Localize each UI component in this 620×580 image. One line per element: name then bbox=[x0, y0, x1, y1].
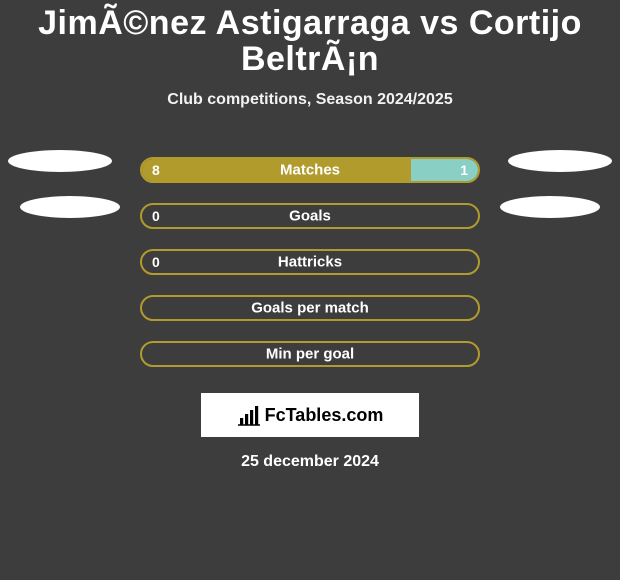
date-text: 25 december 2024 bbox=[0, 453, 620, 471]
stats-rows: 81Matches 0Goals 0Hattricks Goals per match… bbox=[0, 147, 620, 377]
comparison-infographic: JimÃ©nez Astigarraga vs Cortijo BeltrÃ¡n… bbox=[0, 0, 620, 580]
logo-text: FcTables.com bbox=[265, 405, 384, 426]
stat-bar: Min per goal bbox=[140, 341, 480, 367]
stat-row: 0Goals bbox=[0, 193, 620, 239]
stat-label: Matches bbox=[142, 162, 478, 179]
stat-bar: Goals per match bbox=[140, 295, 480, 321]
bar-chart-icon bbox=[237, 404, 261, 426]
stat-bar: 0Goals bbox=[140, 203, 480, 229]
stat-label: Goals per match bbox=[142, 300, 478, 317]
stat-label: Goals bbox=[142, 208, 478, 225]
stat-row: Goals per match bbox=[0, 285, 620, 331]
stat-row: Min per goal bbox=[0, 331, 620, 377]
subtitle: Club competitions, Season 2024/2025 bbox=[0, 91, 620, 109]
stat-row: 81Matches bbox=[0, 147, 620, 193]
right-ellipse bbox=[500, 196, 600, 218]
stat-label: Hattricks bbox=[142, 254, 478, 271]
left-ellipse bbox=[20, 196, 120, 218]
right-ellipse bbox=[508, 150, 612, 172]
page-title: JimÃ©nez Astigarraga vs Cortijo BeltrÃ¡n bbox=[0, 6, 620, 77]
stat-bar: 81Matches bbox=[140, 157, 480, 183]
stat-label: Min per goal bbox=[142, 346, 478, 363]
logo-box: FcTables.com bbox=[201, 393, 419, 437]
stat-bar: 0Hattricks bbox=[140, 249, 480, 275]
left-ellipse bbox=[8, 150, 112, 172]
stat-row: 0Hattricks bbox=[0, 239, 620, 285]
